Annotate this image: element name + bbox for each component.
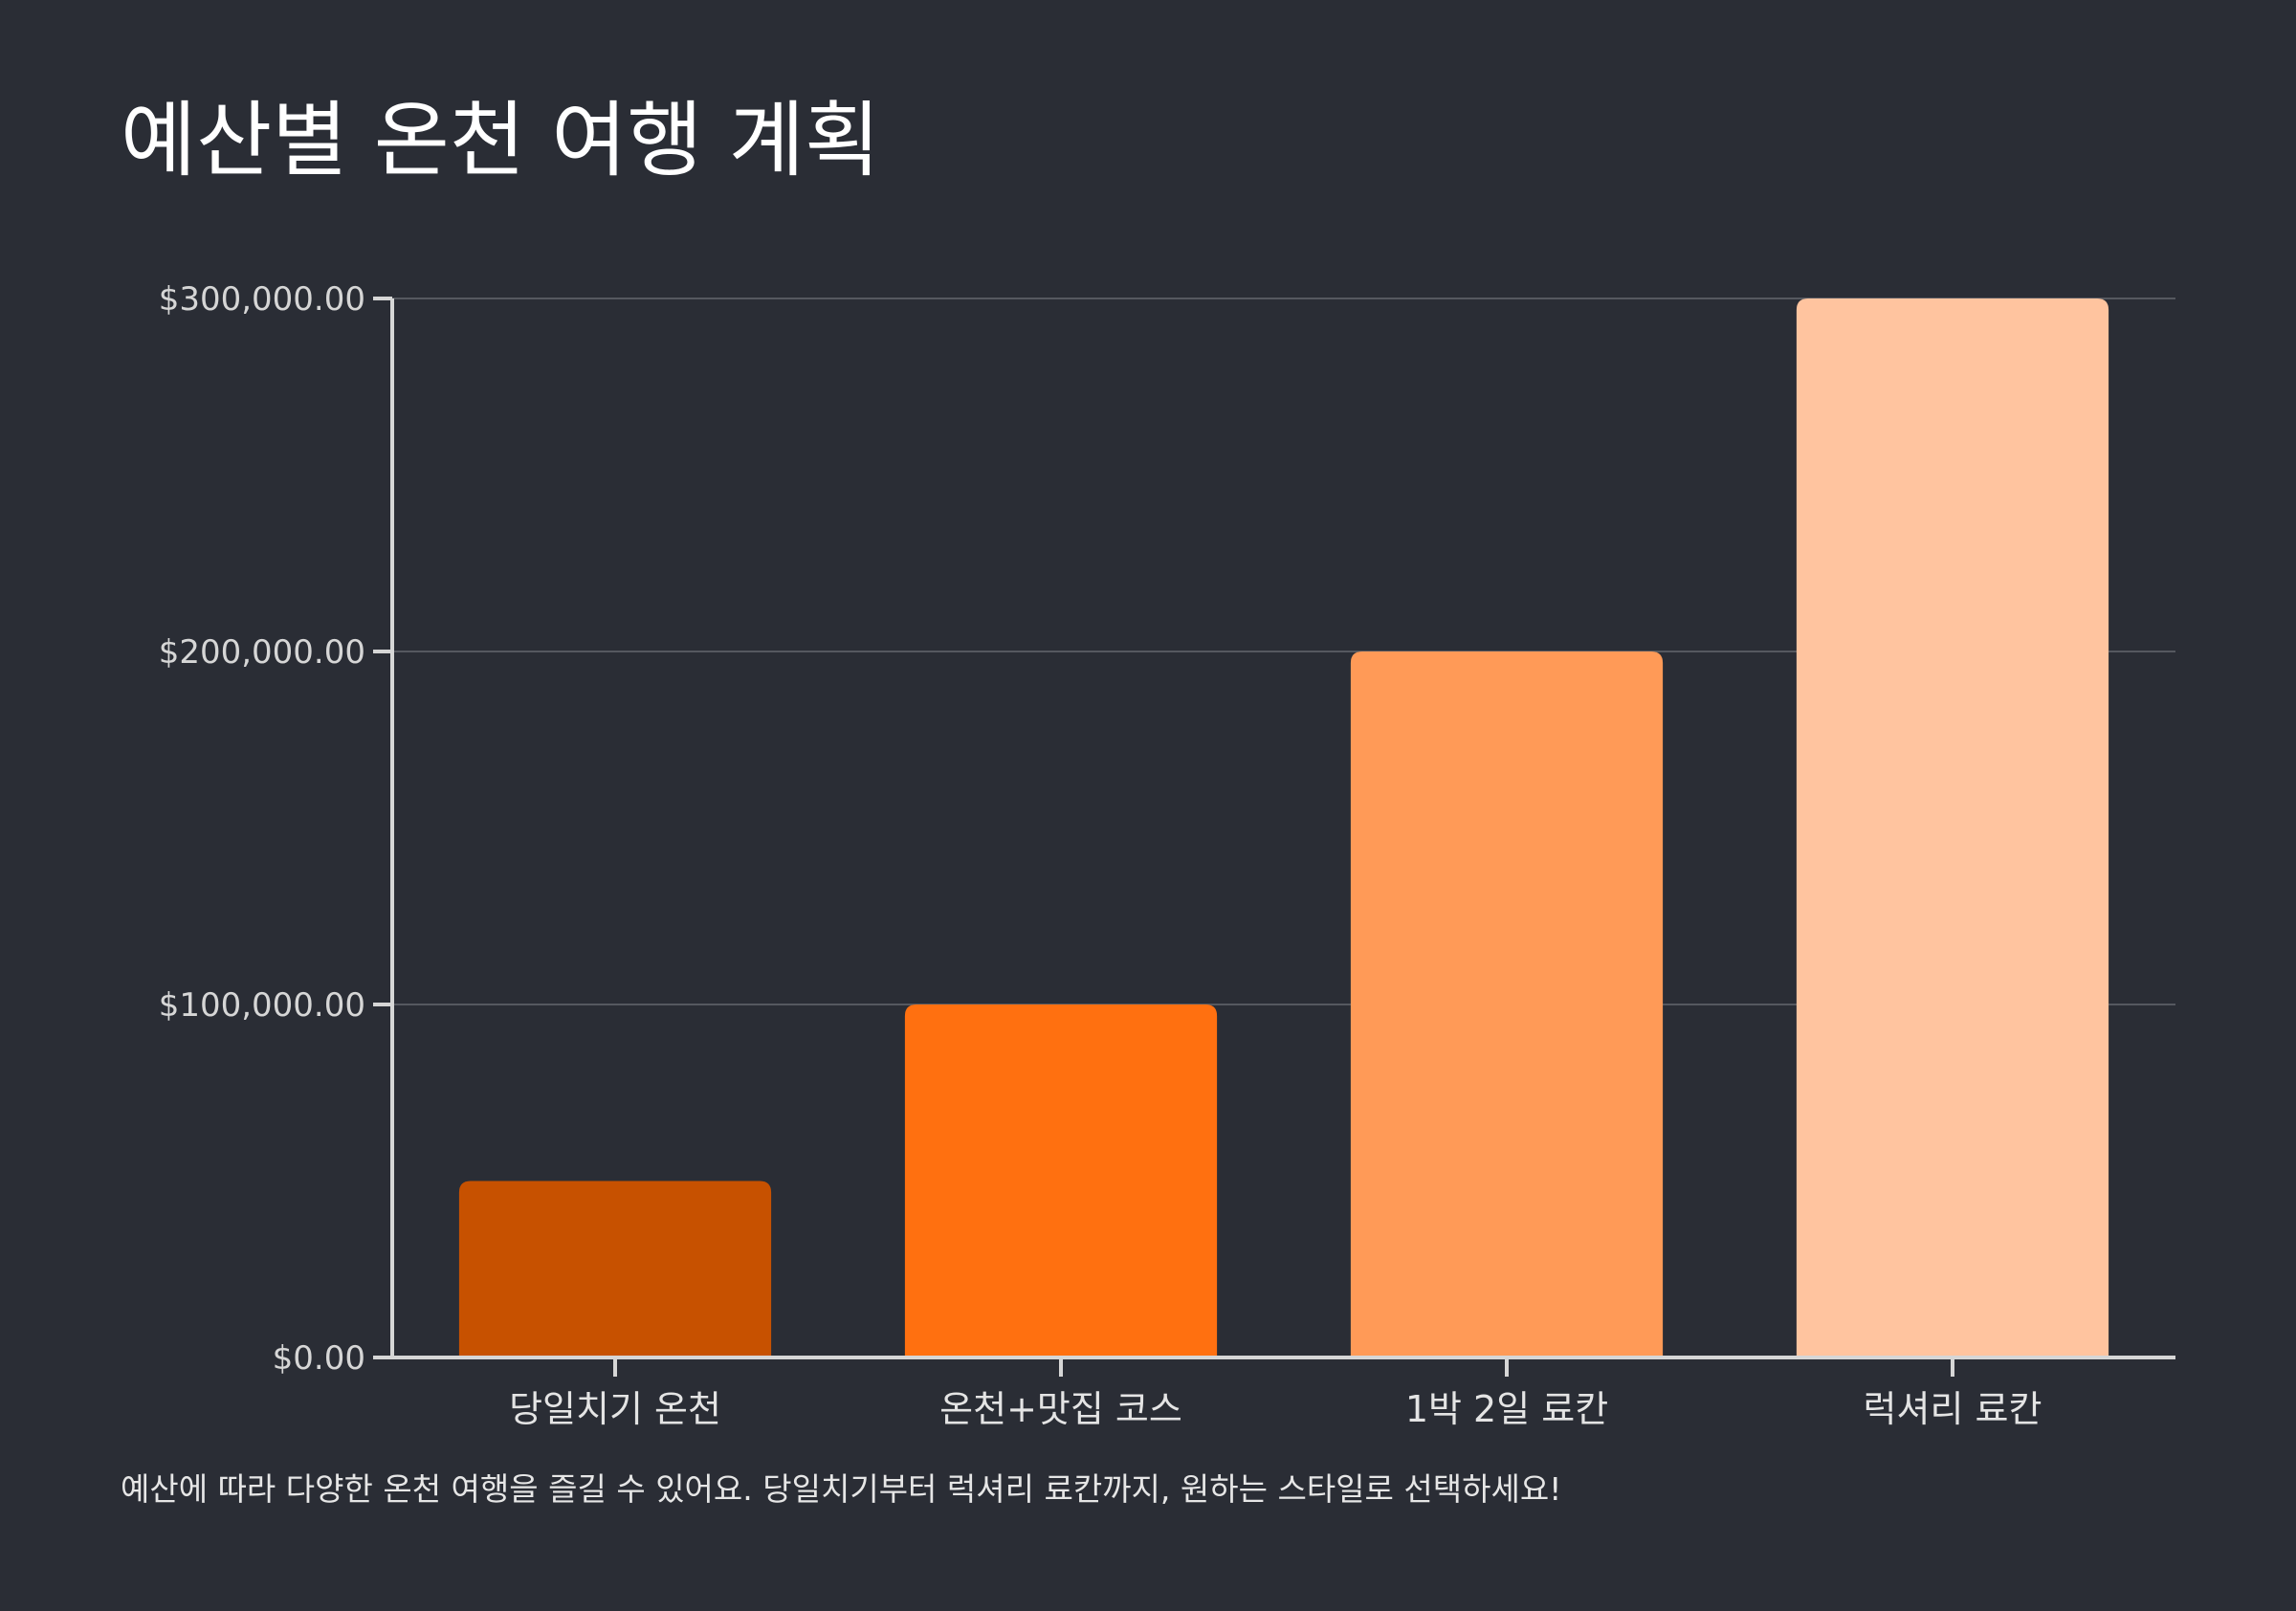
x-tick-label: 온천+맛집 코스 xyxy=(939,1388,1182,1430)
y-tick-label: $200,000.00 xyxy=(159,633,365,672)
chart-title: 예산별 온천 여행 계획 xyxy=(121,93,881,188)
bars xyxy=(458,298,2109,1357)
labels: $0.00 $100,000.00 $200,000.00 $300,000.00 당일… xyxy=(159,280,2042,1430)
bar xyxy=(458,1181,772,1357)
y-tick-label: $0.00 xyxy=(273,1339,365,1378)
x-tick-label: 1박 2일 료칸 xyxy=(1405,1388,1608,1430)
x-tick-label: 럭셔리 료칸 xyxy=(1864,1388,2042,1430)
y-tick-label: $300,000.00 xyxy=(159,280,365,319)
bar xyxy=(1350,651,1664,1357)
axes xyxy=(373,297,2175,1377)
bar xyxy=(1796,298,2109,1357)
bar xyxy=(904,1004,1218,1357)
x-tick-label: 당일치기 온천 xyxy=(509,1388,721,1430)
y-tick-label: $100,000.00 xyxy=(159,986,365,1025)
chart-caption: 예산에 따라 다양한 온천 여행을 즐길 수 있어요. 당일치기부터 럭셔리 료… xyxy=(121,1470,1562,1508)
